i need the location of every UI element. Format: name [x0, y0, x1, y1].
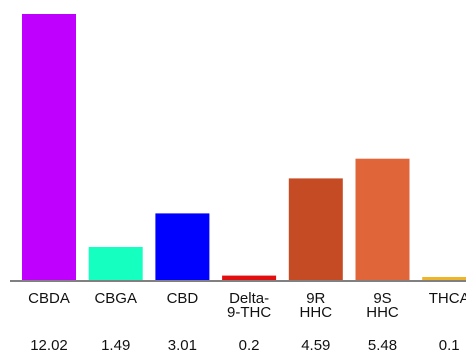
- bar-9s-hhc: [355, 158, 410, 280]
- value-label-9r-hhc: 4.59: [301, 337, 330, 354]
- value-label-9s-hhc: 5.48: [368, 337, 397, 354]
- category-label-9r-hhc: 9R HHC: [300, 290, 333, 321]
- category-label-cbd: CBD: [167, 290, 199, 307]
- value-label-cbd: 3.01: [168, 337, 197, 354]
- bars-group: [22, 14, 466, 280]
- value-label-delta-9-thc: 0.2: [239, 337, 260, 354]
- value-label-thca: 0.1: [439, 337, 460, 354]
- category-label-thca: THCA: [429, 290, 466, 307]
- bar-cbda: [22, 14, 76, 280]
- value-label-cbga: 1.49: [101, 337, 130, 354]
- category-label-cbda: CBDA: [28, 290, 70, 307]
- bar-thca: [422, 277, 466, 280]
- value-label-cbda: 12.02: [30, 337, 68, 354]
- category-label-9s-hhc: 9S HHC: [366, 290, 399, 321]
- bar-delta-9-thc: [222, 275, 277, 280]
- category-label-cbga: CBGA: [94, 290, 137, 307]
- bar-cbga: [88, 247, 143, 280]
- bar-cbd: [155, 213, 210, 280]
- category-labels-group: CBDA CBGA CBD Delta-9-THC 9R HHC 9S HHC THCA: [28, 290, 466, 321]
- category-label-delta-9-thc: Delta-9-THC: [227, 290, 271, 321]
- value-labels-group: 12.02 1.49 3.01 0.2 4.59 5.48 0.1: [30, 337, 459, 354]
- bar-9r-hhc: [288, 178, 343, 280]
